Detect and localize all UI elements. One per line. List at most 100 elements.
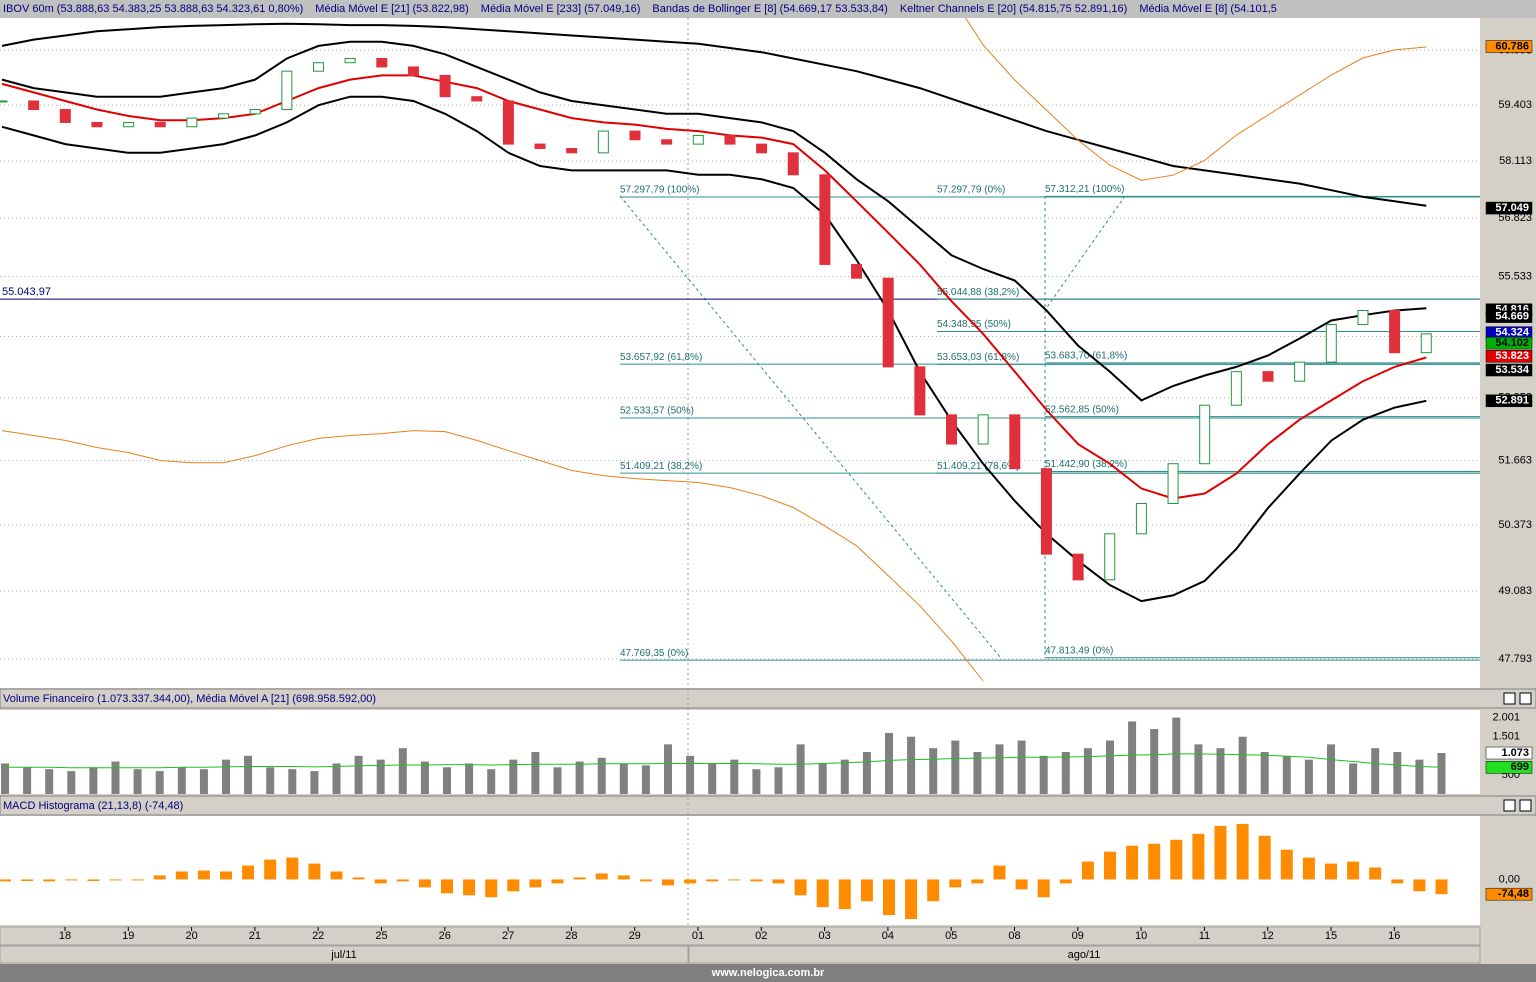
header-text: IBOV 60m (53.888,63 54.383,25 53.888,63 … <box>3 3 303 15</box>
macd-bar <box>1391 879 1404 884</box>
volume-bar <box>818 763 827 794</box>
close-button[interactable] <box>1519 799 1532 812</box>
last-value-label: 53.534 <box>1495 364 1530 376</box>
date-label: 27 <box>502 930 514 942</box>
candle <box>1389 309 1401 354</box>
macd-bar <box>197 870 210 880</box>
month-label: jul/11 <box>330 949 356 961</box>
macd-bar <box>418 879 431 888</box>
candle <box>724 134 736 145</box>
volume-title: Volume Financeiro (1.073.337.344,00), Mé… <box>3 693 376 705</box>
macd-bar <box>1170 839 1183 880</box>
macd-bar <box>109 879 122 881</box>
volume-bar <box>222 759 230 794</box>
volume-bar <box>553 767 562 794</box>
last-value-label: 1.073 <box>1501 747 1529 759</box>
maximize-button[interactable] <box>1503 799 1516 812</box>
volume-bar <box>1238 736 1247 794</box>
y-tick-label: 49.083 <box>1498 585 1532 597</box>
date-label: 21 <box>249 930 261 942</box>
volume-bar <box>420 761 429 794</box>
last-value-box <box>1485 336 1533 350</box>
volume-bar <box>310 771 319 794</box>
volume-bar <box>597 757 606 794</box>
macd-bar <box>1037 879 1050 898</box>
macd-bar <box>993 865 1006 880</box>
last-value-box <box>1485 746 1533 760</box>
candle <box>344 58 356 64</box>
last-value-label: 54.669 <box>1495 311 1529 323</box>
indicator-line <box>1 95 1427 603</box>
volume-bar <box>465 763 474 794</box>
candle <box>1262 371 1274 382</box>
last-value-box <box>1485 887 1533 901</box>
macd-bar <box>772 879 785 884</box>
fib-label: 52.533,57 (50%) <box>620 406 694 417</box>
last-value-label: 54.324 <box>1495 327 1530 339</box>
volume-bar <box>1393 752 1402 794</box>
header-bar <box>0 0 1536 18</box>
volume-bar <box>1172 717 1181 794</box>
date-label: 02 <box>755 930 767 942</box>
indicator-line <box>1 74 1427 500</box>
volume-bar <box>1437 753 1446 794</box>
indicator-line <box>1 40 1427 402</box>
macd-bar <box>794 879 807 896</box>
volume-bar <box>1304 759 1313 794</box>
candle <box>0 100 8 103</box>
candle <box>439 74 451 98</box>
last-value-label: 57.049 <box>1495 202 1529 214</box>
candle <box>1420 333 1432 354</box>
macd-header <box>0 795 1536 816</box>
y-tick-label: 47.793 <box>1498 653 1532 665</box>
header-text: Média Móvel E [233] (57.049,16) <box>481 3 641 15</box>
macd-bar <box>1059 879 1072 884</box>
macd-bar <box>441 879 453 894</box>
macd-panel <box>0 816 1480 925</box>
volume-bar <box>774 767 783 794</box>
fib-label: 47.813,49 (0%) <box>1045 645 1113 656</box>
volume-bar <box>1017 740 1026 794</box>
fib-label: 51.442,90 (38,2%) <box>1045 459 1127 470</box>
date-label: 01 <box>692 930 704 942</box>
maximize-button[interactable] <box>1503 692 1516 705</box>
candle <box>407 66 419 76</box>
candle <box>566 147 578 154</box>
fib-label: 53.653,03 (61,8%) <box>937 352 1019 363</box>
month-label: ago/11 <box>1068 949 1101 961</box>
candle <box>819 174 831 265</box>
volume-bar <box>1150 729 1159 794</box>
macd-bar <box>949 879 962 888</box>
macd-bar <box>330 871 343 880</box>
macd-bar <box>1015 879 1028 890</box>
macd-bar <box>684 879 697 884</box>
y-tick-label: 51.663 <box>1498 455 1532 467</box>
macd-bar <box>639 879 652 882</box>
date-label: 15 <box>1325 930 1337 942</box>
macd-bar <box>1192 833 1205 880</box>
macd-bar <box>595 873 608 880</box>
volume-bar <box>1039 755 1048 794</box>
volume-bar <box>1 763 9 794</box>
y-tick-label: 56.823 <box>1498 212 1532 224</box>
price-plot: 57.297,79 (100%) 53.657,92 (61,8%) 52.533,… <box>0 18 1480 682</box>
macd-bar <box>65 879 78 881</box>
volume-bar <box>89 767 98 794</box>
volume-bar <box>354 755 363 794</box>
date-label: 26 <box>439 930 451 942</box>
last-value-label: 52.891 <box>1495 395 1529 407</box>
volume-bar <box>1194 744 1203 794</box>
date-label: 11 <box>1199 930 1210 942</box>
macd-bar <box>1435 879 1448 895</box>
macd-bar <box>21 879 34 882</box>
volume-bar <box>1128 721 1137 794</box>
candle <box>1199 404 1211 465</box>
date-label: 12 <box>1262 930 1274 942</box>
candle <box>249 109 261 115</box>
volume-bar <box>133 769 142 794</box>
close-button[interactable] <box>1519 692 1532 705</box>
volume-bar <box>1216 748 1225 794</box>
panel-buttons[interactable] <box>1503 692 1532 812</box>
candle <box>1009 414 1021 470</box>
